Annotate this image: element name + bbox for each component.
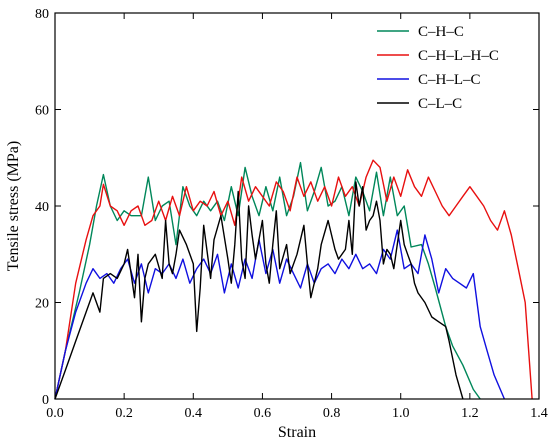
series-line-3	[54, 229, 506, 400]
x-tick-label: 1.4	[530, 406, 548, 421]
legend-label: C–L–C	[418, 96, 462, 112]
x-tick-label: 1.2	[461, 406, 479, 421]
legend-label: C–H–L–C	[418, 72, 481, 88]
y-tick-label: 20	[35, 297, 49, 312]
x-tick-label: 0.0	[46, 406, 64, 421]
y-tick-label: 80	[35, 7, 49, 22]
x-tick-label: 0.4	[185, 406, 203, 421]
legend-label: C–H–L–H–C	[418, 48, 499, 64]
x-axis-label: Strain	[278, 424, 316, 441]
series-lines	[54, 159, 533, 400]
legend: C–H–C C–H–L–H–C C–H–L–C C–L–C	[377, 24, 499, 112]
x-tick-label: 1.0	[392, 406, 410, 421]
y-axis-label: Tensile stress (MPa)	[5, 141, 22, 271]
legend-label: C–H–C	[418, 24, 464, 40]
plot-frame	[54, 12, 540, 400]
x-tick-labels: 0.0 0.2 0.4 0.6 0.8 1.0 1.2 1.4	[46, 406, 548, 421]
y-tick-label: 40	[35, 200, 49, 215]
y-tick-label: 60	[35, 104, 49, 119]
series-line-1	[54, 161, 481, 400]
x-tick-label: 0.2	[115, 406, 133, 421]
x-tick-label: 0.8	[323, 406, 341, 421]
y-tick-labels: 0 20 40 60 80	[35, 7, 49, 408]
series-line-2	[54, 159, 533, 400]
series-line-4	[54, 181, 464, 400]
axis-ticks	[54, 12, 540, 400]
y-tick-label: 0	[42, 393, 49, 408]
x-tick-label: 0.6	[254, 406, 272, 421]
